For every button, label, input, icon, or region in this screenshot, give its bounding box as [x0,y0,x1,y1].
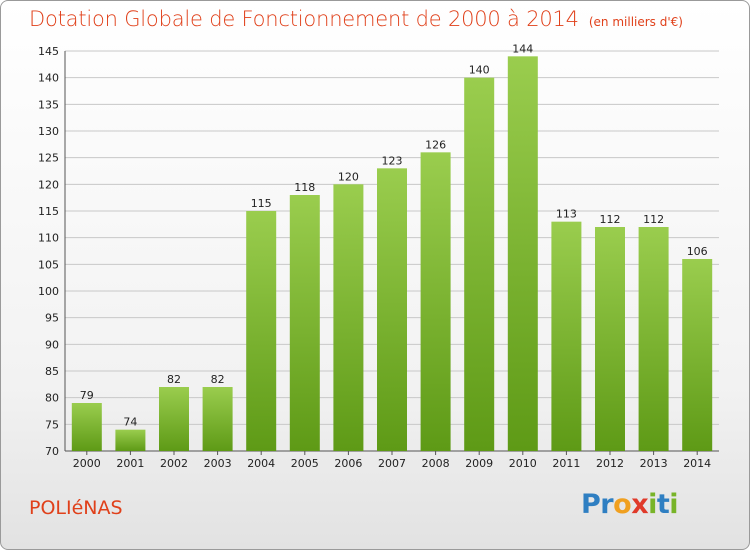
y-tick-label: 90 [45,338,59,351]
y-tick-label: 95 [45,312,59,325]
data-label: 112 [643,213,664,226]
x-tick-label: 2004 [247,457,275,470]
data-label: 82 [211,373,225,386]
y-tick-label: 110 [38,232,59,245]
x-tick-label: 2013 [640,457,668,470]
logo-letter: o [613,489,632,520]
chart-title: Dotation Globale de Fonctionnement de 20… [29,7,683,31]
x-tick-label: 2003 [204,457,232,470]
bar [420,152,451,452]
x-tick-label: 2008 [422,457,450,470]
y-tick-label: 120 [38,178,59,191]
bar [464,77,495,452]
title-unit: (en milliers d'€) [588,15,683,29]
data-label: 79 [80,389,94,402]
title-text: Dotation Globale de Fonctionnement de 20… [29,7,579,31]
bar [159,387,189,451]
bar [638,227,669,451]
data-label: 112 [600,213,621,226]
data-label: 140 [469,64,490,77]
data-label: 144 [512,42,533,55]
x-tick-label: 2009 [465,457,493,470]
x-tick-label: 2012 [596,457,624,470]
x-tick-label: 2010 [509,457,537,470]
x-tick-label: 2002 [160,457,188,470]
y-tick-label: 145 [38,45,59,58]
y-tick-label: 130 [38,125,59,138]
y-tick-label: 75 [45,418,59,431]
logo-letter: x [631,489,649,520]
x-tick-label: 2006 [334,457,362,470]
bar [246,211,277,451]
commune-name: POLIéNAS [29,497,123,519]
x-tick-label: 2007 [378,457,406,470]
logo-letter: r [600,489,614,520]
x-tick-label: 2011 [552,457,580,470]
data-label: 74 [123,416,137,429]
bar [377,168,407,452]
bar [115,429,146,451]
y-tick-label: 85 [45,365,59,378]
y-tick-label: 125 [38,152,59,165]
logo-letter: i [648,489,657,520]
y-tick-label: 70 [45,445,59,458]
proxiti-logo: Proxiti [581,489,679,520]
y-tick-label: 135 [38,98,59,111]
y-tick-label: 140 [38,72,59,85]
bar [507,56,538,451]
data-label: 113 [556,208,577,221]
y-tick-label: 100 [38,285,59,298]
data-label: 123 [382,154,403,167]
data-label: 115 [251,197,272,210]
bar [551,221,582,451]
data-label: 120 [338,170,359,183]
y-tick-label: 105 [38,258,59,271]
y-tick-label: 115 [38,205,59,218]
bar [333,184,364,452]
data-label: 106 [687,245,708,258]
logo-letter: t [656,489,670,520]
x-tick-label: 2014 [683,457,711,470]
data-label: 126 [425,138,446,151]
bar [289,195,320,451]
logo-letter: P [581,489,601,520]
bar [71,403,102,451]
y-tick-label: 80 [45,392,59,405]
bar [595,227,625,451]
data-label: 82 [167,373,181,386]
x-tick-label: 2001 [116,457,144,470]
x-tick-label: 2000 [73,457,101,470]
logo-letter: i [669,489,679,520]
data-label: 118 [294,181,315,194]
bar [682,259,713,451]
x-tick-label: 2005 [291,457,319,470]
bar [202,387,233,451]
